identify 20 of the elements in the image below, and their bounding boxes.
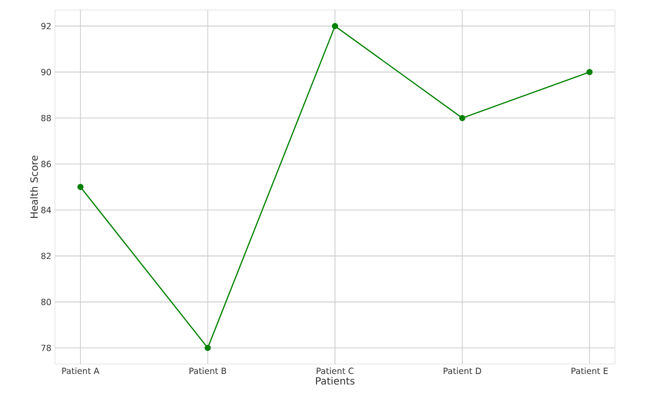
y-tick-label: 90 bbox=[41, 68, 51, 76]
y-tick-label: 82 bbox=[41, 252, 51, 260]
y-tick-label: 92 bbox=[41, 22, 51, 30]
point bbox=[586, 68, 593, 76]
y-tick-label: 88 bbox=[41, 114, 51, 122]
x-axis-title: Patients bbox=[316, 376, 354, 385]
y-tick-label: 80 bbox=[41, 298, 51, 306]
point bbox=[332, 22, 338, 30]
x-tick-label: Patient C bbox=[316, 368, 354, 374]
point bbox=[459, 114, 466, 122]
point bbox=[204, 344, 211, 351]
y-tick-label: 84 bbox=[41, 206, 51, 214]
x-tick-label: Patient B bbox=[190, 368, 226, 374]
y-tick-label: 78 bbox=[41, 344, 51, 352]
y-tick-label: 86 bbox=[41, 160, 51, 168]
point bbox=[77, 184, 84, 190]
x-tick-label: Patient E bbox=[572, 368, 608, 374]
y-axis-title: Health Score bbox=[30, 156, 38, 218]
x-tick-label: Patient A bbox=[62, 368, 100, 374]
x-tick-label: Patient D bbox=[444, 368, 482, 374]
